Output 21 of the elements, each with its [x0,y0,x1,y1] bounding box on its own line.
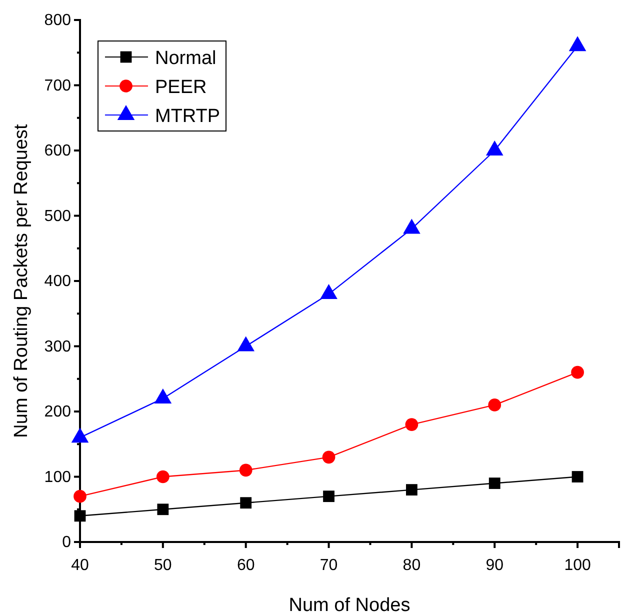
legend-label: PEER [155,77,207,98]
x-tick-label: 80 [402,557,421,574]
x-tick-label: 70 [320,557,338,574]
y-tick-label: 300 [44,338,72,356]
y-axis-title: Num of Routing Packets per Request [11,123,32,438]
y-tick-label: 400 [44,273,72,290]
legend-label: MTRTP [155,106,220,127]
y-tick-label: 700 [44,77,72,94]
y-tick-label: 800 [44,12,72,30]
x-tick-label: 40 [71,557,89,574]
y-tick-label: 500 [44,208,72,225]
x-tick-label: 50 [154,557,172,574]
x-axis-title: Num of Nodes [288,595,410,616]
x-tick-label: 100 [564,557,591,574]
y-tick-label: 600 [44,142,72,160]
x-tick-label: 90 [486,557,504,574]
x-tick-label: 60 [236,557,255,574]
legend-label: Normal [155,48,216,69]
y-tick-label: 100 [44,468,72,486]
y-tick-label: 200 [44,404,72,421]
y-tick-label: 0 [62,534,72,552]
